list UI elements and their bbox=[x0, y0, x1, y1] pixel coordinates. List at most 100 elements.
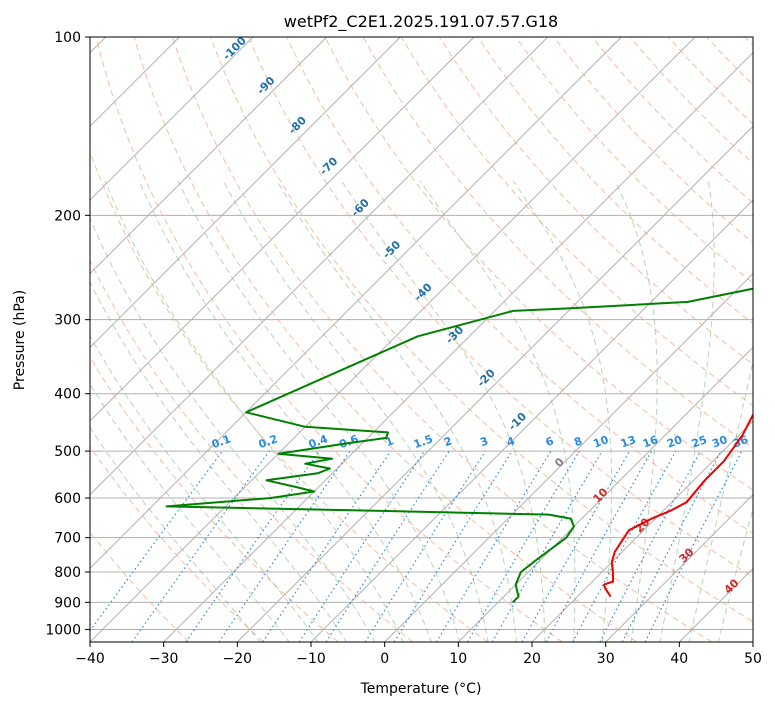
moist-adiabat-line bbox=[90, 280, 347, 642]
isotherm-line bbox=[458, 346, 753, 642]
dry-adiabat-line bbox=[95, 37, 563, 642]
isotherm-line bbox=[163, 52, 753, 642]
x-tick-label: −20 bbox=[223, 651, 253, 667]
x-axis-label: Temperature (°C) bbox=[360, 681, 482, 697]
moist-adiabat-line bbox=[222, 180, 489, 642]
mixing-ratio-label: 0.2 bbox=[257, 432, 280, 451]
mixing-ratio-label: 1.5 bbox=[412, 432, 435, 451]
mixing-ratio-line bbox=[545, 450, 653, 642]
moist-adiabat-line bbox=[659, 180, 715, 642]
mixing-ratio-line bbox=[131, 450, 270, 642]
x-tick-label: 10 bbox=[449, 651, 467, 667]
isotherm-line bbox=[90, 37, 327, 275]
dry-adiabat-line bbox=[629, 37, 753, 165]
isotherm-line bbox=[531, 420, 753, 642]
mixing-ratio-line bbox=[435, 450, 552, 642]
mixing-ratio-line bbox=[298, 450, 425, 642]
y-tick-label: 1000 bbox=[45, 622, 81, 638]
x-tick-label: −10 bbox=[296, 651, 326, 667]
moist-adiabat-line bbox=[419, 180, 576, 642]
x-tick-label: 30 bbox=[597, 651, 615, 667]
chart-title: wetPf2_C2E1.2025.191.07.57.G18 bbox=[284, 12, 558, 32]
y-tick-label: 800 bbox=[54, 565, 81, 581]
mixing-ratio-label: 1 bbox=[384, 434, 396, 449]
mixing-ratio-label: 0.6 bbox=[338, 432, 361, 451]
mixing-ratio-label: 30 bbox=[710, 433, 729, 451]
mixing-ratio-line bbox=[572, 450, 677, 642]
dry-adiabat-line bbox=[324, 37, 753, 491]
dry-adiabat-line bbox=[362, 37, 753, 449]
dry-adiabat-line bbox=[400, 37, 753, 407]
x-tick-label: 0 bbox=[380, 651, 389, 667]
moist-adiabat-line bbox=[90, 426, 261, 642]
y-tick-label: 400 bbox=[54, 387, 81, 403]
dry-adiabat-line bbox=[248, 37, 753, 578]
dry-adiabat-line bbox=[210, 37, 753, 623]
y-tick-label: 100 bbox=[54, 30, 81, 46]
mixing-ratio-line bbox=[491, 450, 603, 642]
mixing-ratio-line bbox=[185, 450, 320, 642]
moist-adiabat-line bbox=[688, 358, 753, 642]
plot-area: 0.1 0.2 0.4 0.6 1 1.5 2 3 4 6 8 10 13 16 20 25 30 36-100-… bbox=[90, 37, 753, 642]
mixing-ratio-label: 0.1 bbox=[210, 432, 233, 451]
dry-adiabat-line bbox=[90, 259, 414, 642]
mixing-ratio-label: 10 bbox=[591, 433, 610, 451]
moist-adiabat-line bbox=[341, 180, 546, 642]
y-tick-label: 700 bbox=[54, 531, 81, 547]
mixing-ratio-label: 6 bbox=[544, 434, 556, 449]
isotherm-line bbox=[384, 273, 753, 642]
mixing-ratio-line bbox=[325, 450, 450, 642]
moist-adiabat-line bbox=[177, 180, 461, 642]
moist-adiabat-line bbox=[276, 180, 518, 642]
y-tick-label: 300 bbox=[54, 313, 81, 329]
x-tick-label: 40 bbox=[670, 651, 688, 667]
x-tick-label: 50 bbox=[744, 651, 762, 667]
mixing-ratio-line bbox=[364, 450, 486, 642]
isotherm-line bbox=[90, 37, 475, 422]
mixing-ratio-label: 2 bbox=[442, 434, 454, 449]
mixing-ratio-label: 36 bbox=[731, 433, 750, 451]
dry-adiabat-line bbox=[591, 37, 753, 204]
isotherm-line bbox=[90, 37, 622, 569]
isotherm-line bbox=[237, 125, 753, 642]
mixing-ratio-label: 16 bbox=[641, 433, 660, 451]
moist-adiabat-line bbox=[90, 335, 319, 642]
y-tick-label: 900 bbox=[54, 595, 81, 611]
moist-adiabat-line bbox=[90, 217, 376, 642]
y-tick-label: 600 bbox=[54, 491, 81, 507]
mixing-ratio-label: 4 bbox=[505, 434, 517, 449]
isotherm-line bbox=[90, 37, 548, 496]
moist-adiabat-line bbox=[138, 180, 432, 642]
dry-adiabat-line bbox=[515, 37, 753, 284]
temperature-profile-line bbox=[603, 412, 753, 598]
dry-adiabat-line bbox=[90, 445, 264, 642]
dry-adiabat-line bbox=[171, 37, 712, 642]
isotherm-line bbox=[90, 37, 401, 348]
dry-adiabat-line bbox=[133, 37, 638, 642]
mixing-ratio-line bbox=[466, 450, 580, 642]
moist-adiabat-line bbox=[614, 180, 658, 642]
isotherm-line bbox=[90, 37, 254, 201]
x-tick-label: −30 bbox=[149, 651, 179, 667]
mixing-ratio-label: 25 bbox=[690, 433, 709, 450]
mixing-ratio-label: 8 bbox=[572, 434, 584, 449]
mixing-ratio-label: 20 bbox=[665, 433, 684, 451]
mixing-ratio-line bbox=[393, 450, 513, 642]
plot-frame bbox=[89, 36, 754, 643]
x-tick-label: −40 bbox=[75, 651, 105, 667]
dry-adiabat-line bbox=[477, 37, 753, 325]
mixing-ratio-label: 3 bbox=[478, 434, 490, 449]
y-tick-label: 500 bbox=[54, 444, 81, 460]
dewpoint-profile-line bbox=[165, 287, 753, 604]
y-tick-label: 200 bbox=[54, 208, 81, 224]
isotherm-line bbox=[605, 494, 753, 642]
mixing-ratio-line bbox=[90, 450, 223, 632]
moist-adiabat-line bbox=[104, 180, 404, 642]
x-tick-label: 20 bbox=[523, 651, 541, 667]
isotherm-line bbox=[90, 37, 696, 642]
axis-ticks: −40 −30 −20 −10 0 10 20 30 40 5010020030040050060… bbox=[45, 30, 762, 667]
mixing-ratio-line bbox=[521, 450, 631, 642]
y-axis-label: Pressure (hPa) bbox=[12, 290, 28, 390]
